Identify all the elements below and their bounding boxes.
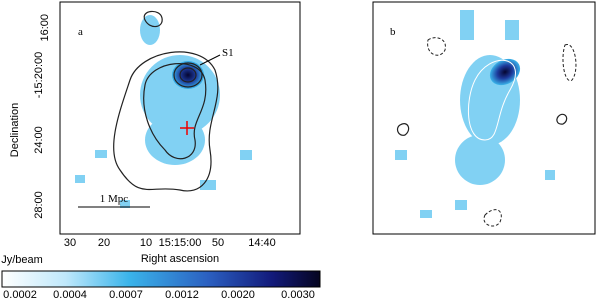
colorbar-tick: 0.0007 (109, 289, 143, 301)
colorbar-tick: 0.0020 (221, 289, 255, 301)
y-tick-label: -15:20:00 (33, 52, 45, 98)
panel-label: b (390, 26, 396, 38)
colorbar-tick: 0.0002 (3, 289, 37, 301)
y-tick-label: 28:00 (33, 191, 45, 219)
x-axis-label: Right ascension (141, 253, 219, 265)
x-tick-label: 30 (64, 237, 76, 249)
colorbar-tick: 0.0030 (281, 289, 315, 301)
colorbar-tick: 0.0004 (53, 289, 87, 301)
panel-a: a S1 1 Mpc 16:00 (39, 1, 301, 235)
core (172, 61, 204, 89)
y-tick-label: 24:00 (33, 126, 45, 154)
panel-b: b (372, 1, 596, 235)
y-tick-label: 16:00 (39, 14, 51, 42)
x-tick-label: 15:15:00 (159, 237, 202, 249)
x-tick-label: 50 (212, 237, 224, 249)
colorbar-unit: Jy/beam (1, 254, 43, 266)
x-tick-label: 20 (98, 237, 110, 249)
y-axis-label: Declination (9, 103, 21, 157)
colorbar-tick: 0.0012 (165, 289, 199, 301)
scale-bar-label: 1 Mpc (100, 193, 129, 205)
colorbar (1, 270, 321, 288)
annotation: S1 (222, 47, 234, 59)
x-tick-label: 14:40 (248, 237, 276, 249)
panel-label: a (78, 26, 83, 38)
x-tick-label: 10 (140, 237, 152, 249)
